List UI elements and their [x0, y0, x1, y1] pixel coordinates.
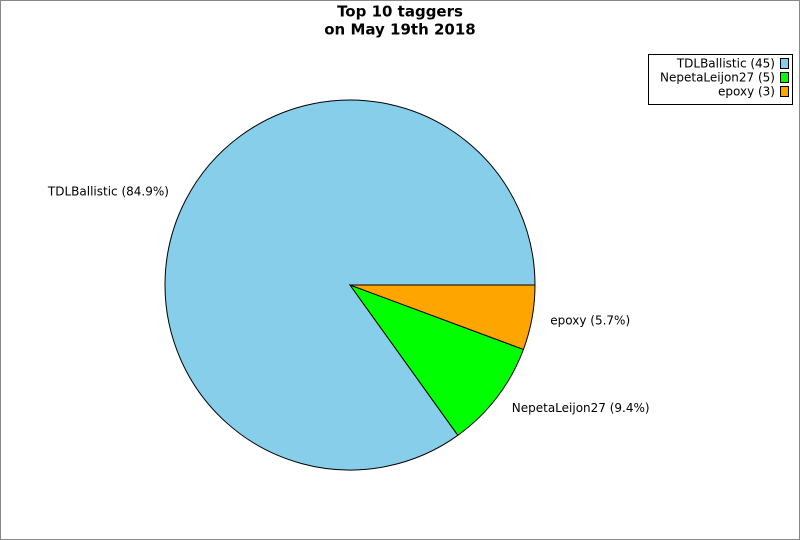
legend-label: NepetaLeijon27 (5): [660, 71, 775, 85]
slice-label: TDLBallistic (84.9%): [47, 185, 169, 199]
legend-box: [648, 54, 793, 105]
chart-title: Top 10 taggers: [337, 3, 463, 21]
legend-label: TDLBallistic (45): [676, 57, 775, 71]
slice-label: epoxy (5.7%): [550, 313, 630, 327]
legend-label: epoxy (3): [718, 85, 775, 99]
pie-slice: [349, 284, 536, 351]
slice-label: NepetaLeijon27 (9.4%): [512, 401, 650, 415]
pie-slice: [348, 283, 525, 437]
chart-subtitle: on May 19th 2018: [324, 21, 476, 39]
legend-swatch: [780, 58, 789, 69]
legend-swatch: [780, 86, 789, 97]
legend-swatch: [780, 72, 789, 83]
